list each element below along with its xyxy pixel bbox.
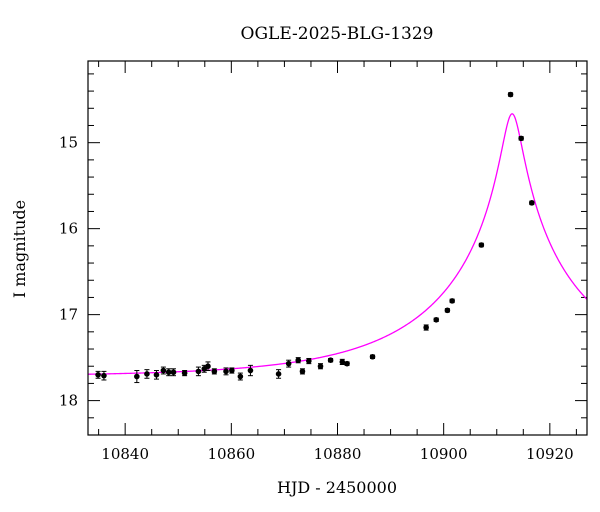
data-point xyxy=(165,368,172,377)
data-point xyxy=(153,370,160,380)
data-point xyxy=(528,200,535,206)
data-point xyxy=(344,360,350,367)
data-point xyxy=(299,368,306,375)
data-marker xyxy=(528,200,535,206)
data-point xyxy=(327,357,334,364)
data-marker xyxy=(275,371,282,377)
x-tick-label: 10920 xyxy=(526,445,574,463)
data-marker xyxy=(306,358,312,364)
data-point xyxy=(211,368,218,375)
data-marker xyxy=(449,298,455,304)
data-marker xyxy=(229,367,235,374)
data-marker xyxy=(423,324,429,331)
chart-title: OGLE-2025-BLG-1329 xyxy=(241,24,434,44)
data-marker xyxy=(444,307,451,314)
data-marker xyxy=(223,368,229,375)
data-marker xyxy=(181,370,188,376)
data-point xyxy=(181,370,188,377)
data-marker xyxy=(518,135,524,142)
data-point xyxy=(317,363,324,370)
tick-labels: 10840 10860 10880 10900 10920 15 16 17 18 xyxy=(59,134,574,463)
data-point xyxy=(134,370,140,384)
data-point xyxy=(229,367,235,374)
data-point xyxy=(285,359,292,368)
y-tick-label: 16 xyxy=(59,220,78,238)
data-marker xyxy=(160,367,167,374)
model-curve xyxy=(88,113,587,375)
data-point xyxy=(518,135,524,142)
data-point xyxy=(247,364,254,377)
data-marker xyxy=(153,372,160,378)
data-marker xyxy=(144,371,150,377)
data-marker xyxy=(205,363,211,370)
data-point xyxy=(160,366,167,375)
data-point xyxy=(369,353,376,360)
y-tick-label: 18 xyxy=(59,392,78,410)
plot-frame xyxy=(87,60,588,436)
data-marker xyxy=(211,368,218,375)
data-marker xyxy=(317,363,324,370)
data-marker xyxy=(195,368,202,375)
data-marker xyxy=(285,360,292,367)
data-point xyxy=(195,366,202,377)
x-tick-label: 10900 xyxy=(420,445,468,463)
axis-ticks xyxy=(88,61,587,436)
data-marker xyxy=(165,369,172,376)
data-point xyxy=(423,324,429,331)
data-marker xyxy=(433,316,440,323)
data-marker xyxy=(247,367,254,374)
data-marker xyxy=(299,368,306,375)
data-point xyxy=(339,358,346,365)
data-point xyxy=(101,370,107,381)
data-point xyxy=(449,298,455,304)
y-tick-label: 15 xyxy=(59,134,78,152)
data-point xyxy=(223,367,229,376)
data-point xyxy=(205,361,211,372)
y-tick-label: 17 xyxy=(59,306,78,324)
data-marker xyxy=(237,373,244,380)
data-marker xyxy=(507,91,514,98)
x-tick-label: 10880 xyxy=(314,445,362,463)
data-point xyxy=(433,316,440,323)
data-point xyxy=(306,357,312,365)
data-marker xyxy=(344,360,350,367)
data-point xyxy=(295,357,302,364)
data-point xyxy=(444,307,451,314)
y-axis-label: I magnitude xyxy=(10,200,29,298)
plot-area xyxy=(88,91,587,384)
data-marker xyxy=(134,373,140,380)
data-marker xyxy=(170,369,177,376)
data-point xyxy=(507,91,514,98)
data-point xyxy=(237,372,244,381)
data-marker xyxy=(369,353,376,360)
x-tick-label: 10860 xyxy=(207,445,255,463)
data-point xyxy=(275,369,282,379)
data-point xyxy=(170,368,177,377)
x-axis-label: HJD - 2450000 xyxy=(277,478,397,497)
data-marker xyxy=(478,242,485,248)
x-tick-label: 10840 xyxy=(101,445,149,463)
data-marker xyxy=(101,372,107,379)
data-point xyxy=(144,369,150,379)
data-marker xyxy=(339,359,346,365)
data-marker xyxy=(327,357,334,364)
data-marker xyxy=(295,357,302,364)
data-point xyxy=(478,242,485,248)
data-point xyxy=(95,370,101,379)
data-marker xyxy=(95,372,101,378)
